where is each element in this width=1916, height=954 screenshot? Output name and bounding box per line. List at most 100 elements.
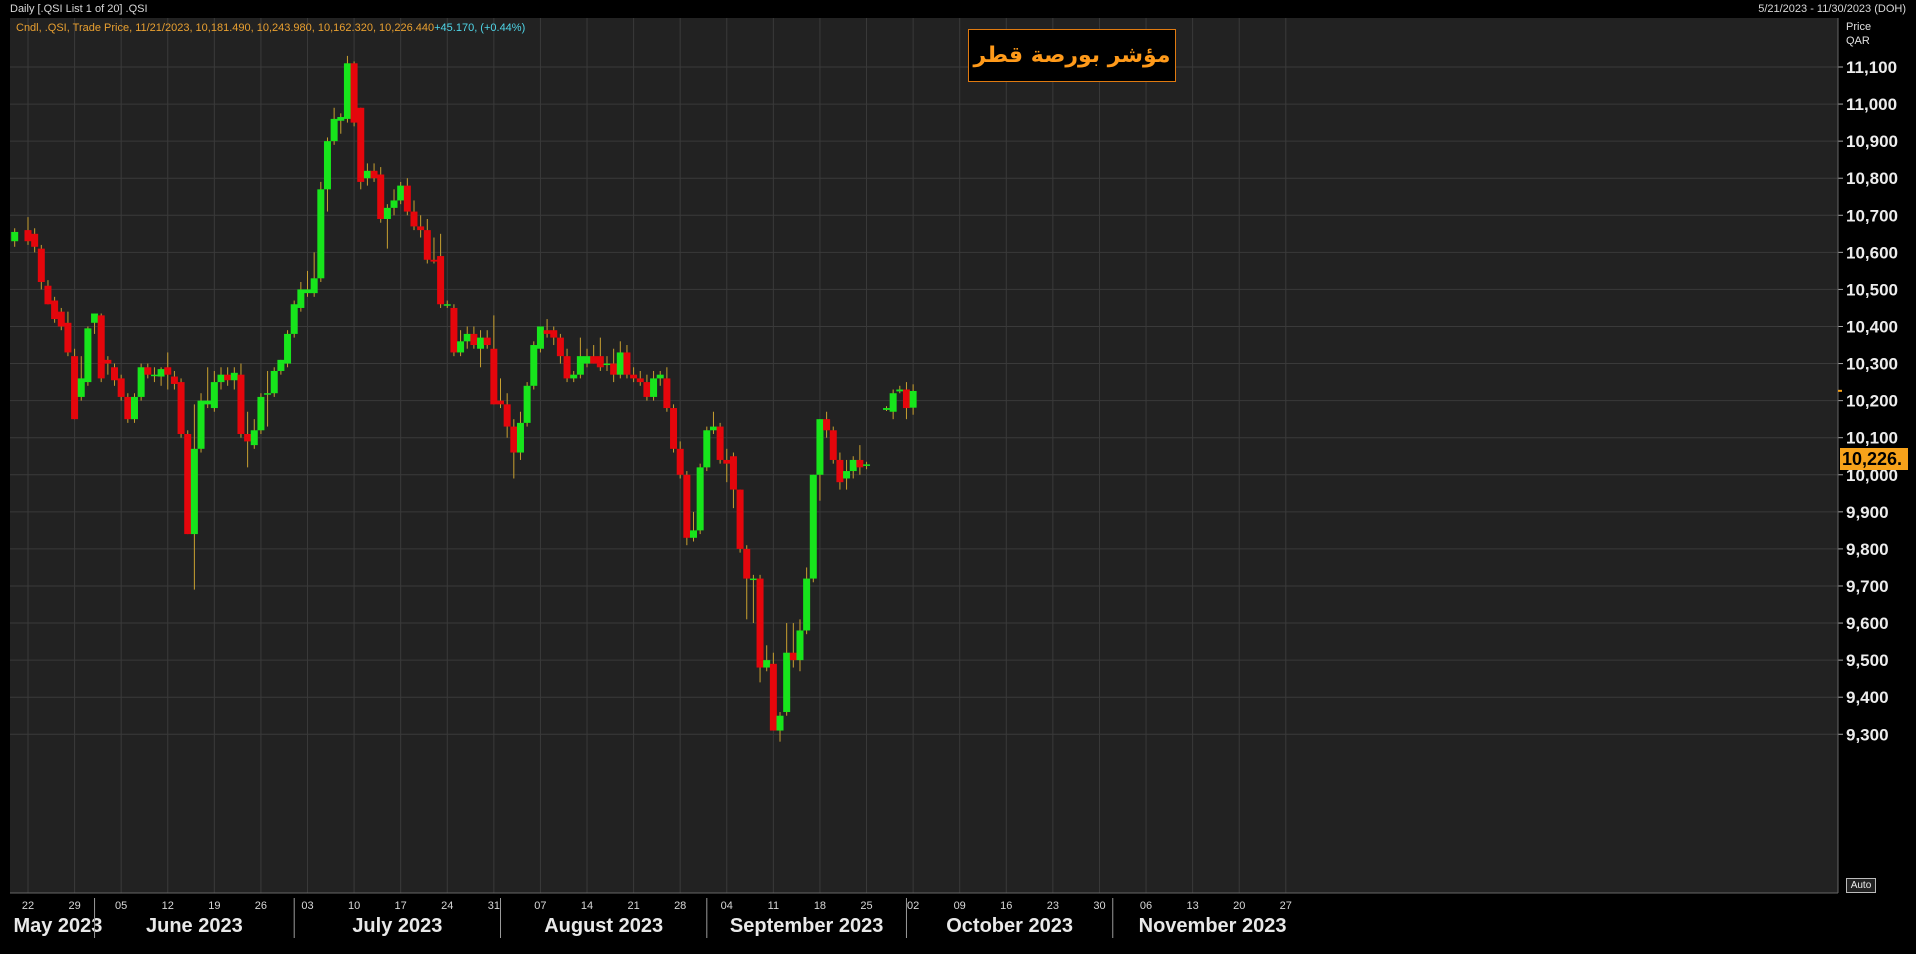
month-label: May 2023 [13, 915, 102, 937]
candle-body-up [570, 374, 578, 379]
candle-body-down [237, 374, 245, 434]
candle-body-up [157, 369, 165, 377]
x-tick-label: 13 [1187, 900, 1199, 912]
y-tick-label: 9,800 [1846, 540, 1889, 559]
candle-body-down [164, 367, 172, 375]
x-tick-label: 19 [208, 900, 220, 912]
candle-body-up [343, 63, 351, 119]
candle-body-down [377, 174, 385, 219]
x-tick-label: 23 [1047, 900, 1059, 912]
candle-body-down [736, 489, 744, 549]
candle-body-down [550, 330, 558, 338]
x-tick-label: 28 [674, 900, 686, 912]
x-tick-label: 03 [301, 900, 313, 912]
candle-body-up [323, 141, 331, 190]
candle-body-down [497, 400, 505, 405]
candle-body-down [111, 367, 119, 381]
chart-title: مؤشر بورصة قطر [968, 29, 1176, 82]
candle-body-down [57, 311, 65, 327]
candle-body-up [803, 578, 811, 631]
month-label: November 2023 [1139, 915, 1287, 937]
candle-body-down [177, 382, 185, 434]
candle-body-up [363, 170, 371, 179]
chart-legend: Cndl, .QSI, Trade Price, 11/21/2023, 10,… [16, 22, 525, 34]
x-tick-label: 31 [488, 900, 500, 912]
plot-area [10, 18, 1838, 893]
candle-body-down [170, 376, 178, 384]
candle-body-up [150, 374, 158, 377]
y-tick-label: 10,000 [1846, 466, 1898, 485]
chart-date-range: 5/21/2023 - 11/30/2023 (DOH) [1758, 3, 1906, 15]
candle-body-down [71, 356, 79, 420]
y-tick-label: 9,400 [1846, 688, 1889, 707]
x-tick-label: 24 [441, 900, 453, 912]
candle-body-up [457, 341, 465, 353]
candle-body-down [643, 382, 651, 397]
candle-body-up [882, 408, 890, 410]
candle-body-down [417, 226, 425, 231]
candle-body-up [463, 333, 471, 342]
candle-body-down [723, 459, 731, 464]
candle-body-down [423, 230, 431, 260]
candle-body-up [783, 652, 791, 713]
candle-body-up [130, 396, 138, 420]
candle-body-down [902, 389, 910, 409]
y-tick-label: 10,300 [1846, 355, 1898, 374]
y-tick-label: 11,000 [1846, 95, 1897, 114]
candle-body-down [450, 307, 458, 353]
candle-body-up [889, 393, 897, 412]
auto-scale-button[interactable]: Auto [1846, 878, 1876, 893]
x-tick-label: 26 [255, 900, 267, 912]
candle-body-up [11, 231, 19, 242]
candle-body-down [37, 248, 45, 283]
candle-body-up [909, 390, 917, 408]
x-tick-label: 17 [395, 900, 407, 912]
candle-body-down [403, 185, 411, 212]
candle-body-up [204, 400, 212, 405]
candle-body-down [144, 367, 152, 375]
price-axis-label-line1: Price [1846, 21, 1872, 33]
y-tick-label: 10,900 [1846, 132, 1898, 151]
candle-body-down [630, 374, 638, 379]
candle-body-up [650, 378, 658, 397]
candle-body-down [503, 404, 511, 427]
month-label: June 2023 [146, 915, 243, 937]
x-tick-label: 07 [534, 900, 546, 912]
candle-body-up [690, 530, 697, 538]
candle-body-down [636, 378, 644, 383]
candle-body-up [583, 356, 591, 364]
candle-body-down [470, 333, 478, 346]
candle-body-up [516, 422, 524, 453]
x-tick-label: 04 [721, 900, 733, 912]
candle-body-down [97, 315, 105, 379]
candle-body-down [124, 396, 132, 420]
candle-body-up [477, 337, 485, 349]
candle-body-up [304, 289, 312, 294]
candle-body-down [350, 63, 358, 123]
x-tick-label: 20 [1233, 900, 1245, 912]
candle-body-down [676, 448, 684, 475]
candle-body-up [137, 367, 145, 397]
candle-body-down [563, 356, 571, 379]
x-tick-label: 27 [1280, 900, 1292, 912]
x-tick-label: 10 [348, 900, 360, 912]
x-tick-label: 12 [162, 900, 174, 912]
candle-body-up [816, 419, 824, 475]
candle-body-down [743, 548, 751, 579]
candle-body-up [310, 278, 318, 294]
month-label: August 2023 [544, 915, 663, 937]
candle-body-up [190, 448, 198, 535]
y-tick-label: 10,200 [1846, 392, 1898, 411]
candle-body-up [443, 304, 451, 306]
y-tick-label: 10,700 [1846, 206, 1898, 225]
x-tick-label: 30 [1093, 900, 1105, 912]
y-tick-label: 10,400 [1846, 317, 1898, 336]
y-tick-label: 9,500 [1846, 651, 1889, 670]
candle-body-down [64, 322, 72, 353]
candle-body-down [623, 352, 631, 375]
candle-body-up [257, 396, 265, 431]
candle-body-up [91, 313, 99, 323]
candle-body-down [357, 107, 365, 182]
x-tick-label: 06 [1140, 900, 1152, 912]
